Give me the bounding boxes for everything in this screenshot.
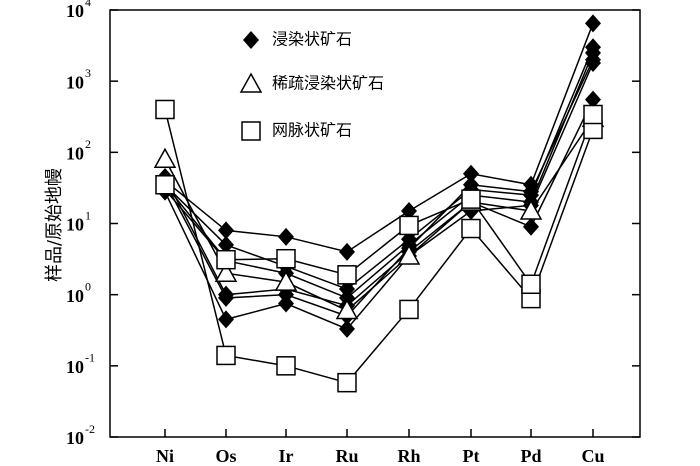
- square-marker: [399, 299, 419, 320]
- diamond-marker: [218, 221, 234, 240]
- triangle-marker: [335, 298, 359, 320]
- diamond-marker: [463, 175, 479, 194]
- triangle-marker: [214, 261, 238, 282]
- x-tick-label: Rh: [397, 446, 420, 466]
- triangle-marker: [274, 270, 298, 291]
- square-marker: [399, 215, 419, 236]
- diamond-marker: [339, 242, 355, 261]
- diamond-marker: [218, 288, 234, 307]
- diamond-marker: [218, 310, 234, 329]
- diamond-marker: [585, 50, 601, 69]
- legend-marker: [241, 121, 261, 141]
- y-tick-label: 10: [66, 428, 84, 448]
- square-marker: [583, 104, 603, 125]
- diamond-marker: [523, 182, 539, 201]
- square-marker: [276, 248, 296, 269]
- x-tick-label: Pt: [463, 446, 480, 466]
- y-tick-label: 10: [66, 357, 84, 377]
- square-marker: [216, 345, 236, 366]
- data-line: [164, 46, 594, 290]
- triangle-marker: [153, 147, 177, 168]
- diamond-marker: [218, 235, 234, 254]
- y-tick-label: 10: [66, 143, 84, 163]
- legend-label: 稀疏浸染状矿石: [272, 74, 384, 93]
- triangle-marker: [519, 199, 543, 220]
- square-marker: [276, 356, 296, 376]
- square-marker: [461, 218, 481, 239]
- triangle-marker: [397, 244, 421, 265]
- y-tick-exp: 4: [85, 0, 91, 9]
- x-tick-label: Ru: [335, 446, 358, 466]
- y-tick-exp: -2: [85, 422, 95, 436]
- data-line: [164, 117, 594, 312]
- legend-label: 网脉状矿石: [272, 121, 352, 140]
- y-tick-exp: 0: [85, 279, 91, 293]
- diamond-marker: [585, 14, 601, 33]
- y-tick-exp: 3: [85, 66, 91, 80]
- y-tick-exp: 1: [85, 208, 91, 222]
- diamond-marker: [278, 227, 294, 246]
- square-marker: [216, 249, 236, 270]
- data-line: [164, 23, 594, 253]
- square-marker: [521, 274, 541, 295]
- y-tick-label: 10: [66, 215, 84, 235]
- diamond-marker: [339, 319, 355, 338]
- square-marker: [337, 265, 357, 285]
- y-tick-exp: 2: [85, 137, 91, 151]
- data-line: [164, 52, 594, 299]
- diamond-marker: [523, 217, 539, 236]
- y-tick-exp: -1: [85, 351, 95, 365]
- y-axis-label: 样品/原始地幔: [44, 168, 65, 282]
- legend-marker: [239, 72, 263, 93]
- y-tick-label: 10: [66, 72, 84, 92]
- legend-marker: [243, 31, 259, 49]
- legend-label: 浸染状矿石: [272, 30, 352, 49]
- x-tick-label: Pd: [520, 446, 541, 466]
- diamond-marker: [401, 201, 417, 220]
- square-marker: [337, 372, 357, 393]
- square-marker: [155, 99, 175, 120]
- x-tick-label: Ni: [156, 446, 174, 466]
- data-line: [164, 99, 594, 307]
- diamond-marker: [585, 90, 601, 109]
- data-line: [164, 114, 594, 286]
- y-tick-label: 10: [66, 1, 84, 21]
- data-line: [164, 59, 594, 317]
- square-marker: [461, 189, 481, 209]
- x-tick-label: Os: [215, 446, 236, 466]
- square-marker: [155, 175, 175, 195]
- x-tick-label: Cu: [581, 446, 604, 466]
- y-tick-label: 10: [66, 286, 84, 306]
- diamond-marker: [463, 164, 479, 183]
- x-tick-label: Ir: [279, 446, 294, 466]
- data-line: [164, 109, 594, 384]
- data-line: [164, 62, 594, 330]
